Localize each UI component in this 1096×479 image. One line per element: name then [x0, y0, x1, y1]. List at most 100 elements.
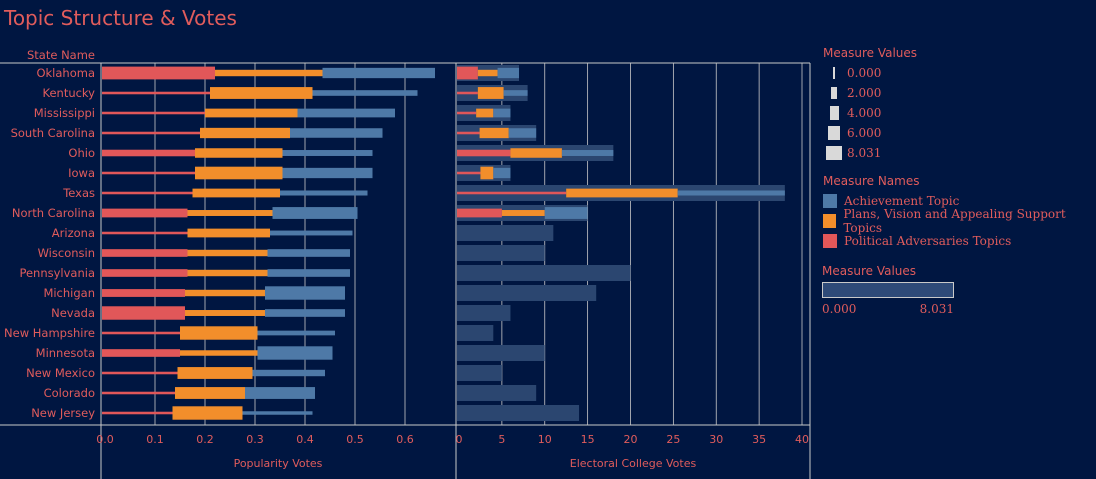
electoral-bar-achievement: [677, 190, 785, 196]
state-label: New Hampshire: [4, 326, 95, 340]
size-legend-title: Measure Values: [823, 46, 918, 60]
popularity-bar-adversaries: [102, 306, 185, 320]
popularity-bar-plans: [205, 108, 298, 118]
popularity-bar-plans: [175, 387, 245, 399]
gradient-max-label: 8.031: [919, 302, 954, 316]
color-legend: Measure Names Achievement Topic Plans, Vi…: [823, 174, 1096, 251]
size-legend-label: 0.000: [847, 66, 882, 80]
electoral-bar-adversaries: [457, 66, 478, 80]
size-legend-item: 6.000: [823, 123, 917, 143]
popularity-bar-plans: [210, 87, 313, 99]
electoral-tick-label: 40: [795, 433, 809, 446]
popularity-bar-plans: [187, 249, 268, 257]
size-legend-label: 6.000: [847, 126, 882, 140]
popularity-bar-achievement: [245, 387, 315, 399]
state-label: Pennsylvania: [19, 266, 95, 280]
state-label: Kentucky: [42, 86, 95, 100]
popularity-bar-adversaries: [102, 66, 215, 80]
electoral-bar-achievement: [561, 150, 614, 156]
electoral-total-bar: [457, 225, 554, 241]
state-label: Arizona: [52, 226, 95, 240]
size-legend-label: 8.031: [847, 146, 882, 160]
gradient-min-label: 0.000: [822, 302, 857, 316]
state-label: Michigan: [43, 286, 95, 300]
electoral-total-bar: [457, 345, 545, 361]
size-legend-item: 2.000: [823, 83, 917, 103]
electoral-bar-plans: [477, 87, 504, 99]
electoral-tick-label: 30: [709, 433, 723, 446]
popularity-bar-plans: [200, 127, 290, 139]
measure-name-label: Plans, Vision and Appealing Support Topi…: [843, 207, 1066, 235]
measure-name-item: Political Adversaries Topics: [823, 231, 1096, 251]
state-label: New Mexico: [26, 366, 95, 380]
electoral-total-bar: [457, 265, 631, 281]
electoral-total-bar: [457, 385, 537, 401]
gradient-legend: Measure Values 0.000 8.031: [822, 264, 954, 316]
popularity-bar-adversaries: [102, 269, 188, 277]
popularity-tick-label: 0.6: [396, 433, 414, 446]
size-swatch: [823, 86, 845, 100]
electoral-bar-plans: [477, 69, 498, 77]
electoral-tick-label: 0: [456, 433, 463, 446]
electoral-tick-label: 25: [666, 433, 680, 446]
measure-name-label: Achievement Topic: [844, 194, 960, 208]
popularity-bar-adversaries: [102, 331, 180, 335]
electoral-bar-adversaries: [457, 171, 481, 175]
size-swatch: [823, 67, 845, 79]
electoral-bar-adversaries: [457, 149, 511, 157]
electoral-bar-achievement: [497, 67, 520, 79]
popularity-bar-plans: [185, 310, 265, 316]
electoral-total-bar: [457, 405, 580, 421]
electoral-bar-plans: [479, 127, 509, 139]
size-legend-item: 4.000: [823, 103, 917, 123]
electoral-total-bar: [457, 245, 545, 261]
popularity-bar-adversaries: [102, 349, 180, 357]
popularity-axis-title: Popularity Votes: [234, 457, 323, 470]
measure-name-label: Political Adversaries Topics: [844, 234, 1012, 248]
popularity-bar-plans: [177, 367, 253, 379]
state-label: South Carolina: [11, 126, 95, 140]
popularity-bar-achievement: [270, 230, 353, 236]
popularity-bar-plans: [187, 210, 273, 216]
popularity-bar-plans: [180, 350, 258, 356]
popularity-bar-plans: [215, 69, 323, 77]
popularity-bar-plans: [172, 406, 243, 420]
popularity-tick-label: 0.2: [196, 433, 214, 446]
electoral-bar-adversaries: [457, 191, 567, 195]
popularity-bar-adversaries: [102, 91, 210, 95]
popularity-bar-plans: [192, 188, 280, 198]
popularity-bar-plans: [187, 269, 268, 277]
size-swatch: [823, 106, 845, 120]
popularity-bar-adversaries: [102, 371, 178, 375]
popularity-bar-adversaries: [102, 391, 175, 395]
state-label: Mississippi: [34, 106, 95, 120]
popularity-bar-adversaries: [102, 411, 173, 415]
color-legend-title: Measure Names: [823, 174, 920, 188]
popularity-bar-adversaries: [102, 149, 195, 157]
electoral-total-bar: [457, 285, 597, 301]
popularity-bar-achievement: [272, 207, 358, 219]
state-label: Colorado: [44, 386, 95, 400]
electoral-bar-achievement: [503, 90, 528, 96]
size-legend-label: 2.000: [847, 86, 882, 100]
measure-name-item: Achievement Topic: [823, 191, 1096, 211]
state-label: Minnesota: [36, 346, 95, 360]
popularity-bar-plans: [195, 148, 283, 158]
row-header: State Name: [27, 48, 95, 62]
state-label: Oklahoma: [36, 66, 95, 80]
gradient-legend-title: Measure Values: [822, 264, 917, 278]
popularity-bar-adversaries: [102, 111, 205, 115]
popularity-bar-achievement: [265, 309, 345, 317]
state-label: Wisconsin: [38, 246, 95, 260]
popularity-bar-achievement: [282, 167, 373, 179]
popularity-bar-achievement: [290, 128, 383, 138]
electoral-bar-adversaries: [457, 111, 477, 115]
popularity-bar-plans: [195, 166, 283, 180]
size-swatch: [823, 126, 845, 140]
electoral-tick-label: 15: [581, 433, 595, 446]
size-legend-label: 4.000: [847, 106, 882, 120]
popularity-bar-achievement: [257, 330, 335, 336]
popularity-bar-achievement: [265, 286, 345, 300]
popularity-bar-adversaries: [102, 191, 193, 195]
popularity-bar-achievement: [242, 411, 313, 415]
